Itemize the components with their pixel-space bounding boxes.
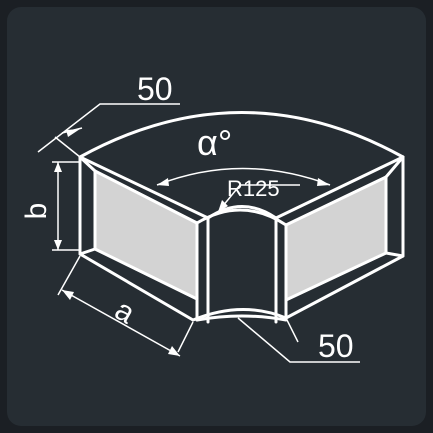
- right-opening-face: [284, 175, 388, 302]
- left-opening-face: [93, 169, 199, 301]
- angle-label: α°: [197, 122, 232, 163]
- elbow-outline: [78, 111, 405, 324]
- radius-label: R125: [227, 176, 280, 201]
- dimension-arrows: [54, 129, 330, 356]
- flange-bottom-label: 50: [318, 328, 354, 364]
- width-label: a: [109, 293, 140, 330]
- height-label: b: [20, 203, 53, 220]
- flange-top-label: 50: [137, 71, 173, 107]
- dimension-lines: [37, 103, 360, 363]
